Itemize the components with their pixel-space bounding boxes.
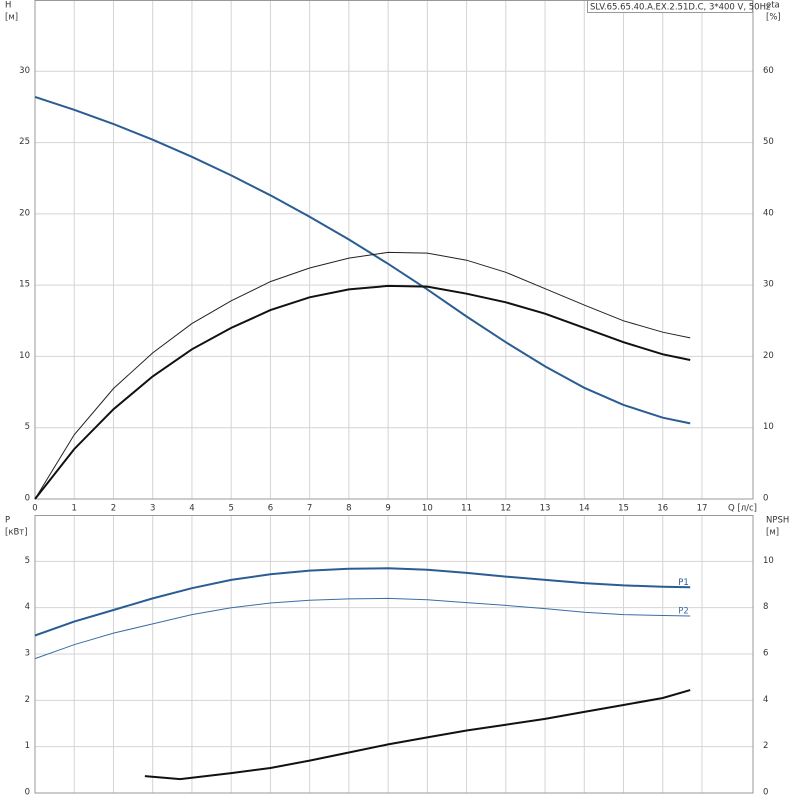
- x-tick-label: 17: [697, 504, 708, 514]
- x-tick-label: 14: [579, 504, 590, 514]
- y2-tick-label: 8: [763, 602, 768, 612]
- y-tick-label: 5: [25, 556, 30, 566]
- y2-tick-label: 4: [763, 695, 768, 705]
- y2-tick-label: 50: [763, 137, 774, 147]
- y2-tick-label: 40: [763, 208, 774, 218]
- y-tick-label: 25: [19, 137, 30, 147]
- x-tick-label: 4: [189, 504, 194, 514]
- x-axis-label: Q [л/с]: [728, 504, 757, 514]
- series-label: P1: [678, 578, 689, 588]
- x-tick-label: 8: [346, 504, 351, 514]
- y-tick-label: 10: [19, 351, 30, 361]
- y2-tick-label: 2: [763, 741, 768, 751]
- y-tick-label: 1: [25, 741, 30, 751]
- y-tick-label: 3: [25, 649, 30, 659]
- curve: [34, 597, 691, 660]
- x-tick-label: 16: [657, 504, 668, 514]
- x-tick-label: 12: [500, 504, 511, 514]
- curve: [34, 567, 691, 637]
- x-tick-label: 6: [268, 504, 273, 514]
- y2-tick-label: 30: [763, 280, 774, 290]
- y2-axis-unit: [м]: [766, 528, 779, 538]
- y2-tick-label: 10: [763, 556, 774, 566]
- series-label: P2: [678, 607, 689, 617]
- curve: [34, 284, 691, 500]
- x-tick-label: 15: [618, 504, 629, 514]
- y-axis-unit: [кВт]: [5, 528, 28, 538]
- chart-title: SLV.65.65.40.A.EX.2.51D.C, 3*400 V, 50Hz: [590, 3, 771, 13]
- y-tick-label: 15: [19, 280, 30, 290]
- plot-frame: [34, 0, 754, 500]
- title-box: [587, 0, 753, 13]
- x-tick-label: 13: [540, 504, 551, 514]
- x-tick-label: 0: [32, 504, 37, 514]
- y2-tick-label: 0: [763, 788, 768, 798]
- y-tick-label: 0: [25, 494, 30, 504]
- y2-tick-label: 10: [763, 422, 774, 432]
- x-tick-label: 2: [111, 504, 116, 514]
- x-tick-label: 3: [150, 504, 155, 514]
- y-tick-label: 2: [25, 695, 30, 705]
- y2-tick-label: 20: [763, 351, 774, 361]
- y2-tick-label: 6: [763, 649, 768, 659]
- plot-frame: [34, 515, 754, 794]
- y-tick-label: 4: [25, 602, 30, 612]
- curve: [34, 251, 691, 500]
- y2-axis-label: NPSH: [766, 516, 789, 526]
- y-tick-label: 0: [25, 788, 30, 798]
- curve: [144, 689, 691, 781]
- y-tick-label: 30: [19, 66, 30, 76]
- y-axis-label: H: [5, 1, 11, 11]
- y-axis-unit: [м]: [5, 13, 18, 23]
- y-axis-label: P: [5, 516, 10, 526]
- y2-axis-label: eta: [766, 1, 780, 11]
- x-tick-label: 7: [307, 504, 312, 514]
- curve: [34, 95, 691, 425]
- y2-axis-unit: [%]: [766, 13, 781, 23]
- y2-tick-label: 60: [763, 66, 774, 76]
- x-tick-label: 11: [461, 504, 472, 514]
- y-tick-label: 20: [19, 208, 30, 218]
- x-tick-label: 5: [228, 504, 233, 514]
- x-tick-label: 10: [422, 504, 433, 514]
- x-tick-label: 1: [72, 504, 77, 514]
- x-tick-label: 9: [385, 504, 390, 514]
- y2-tick-label: 0: [763, 494, 768, 504]
- y-tick-label: 5: [25, 422, 30, 432]
